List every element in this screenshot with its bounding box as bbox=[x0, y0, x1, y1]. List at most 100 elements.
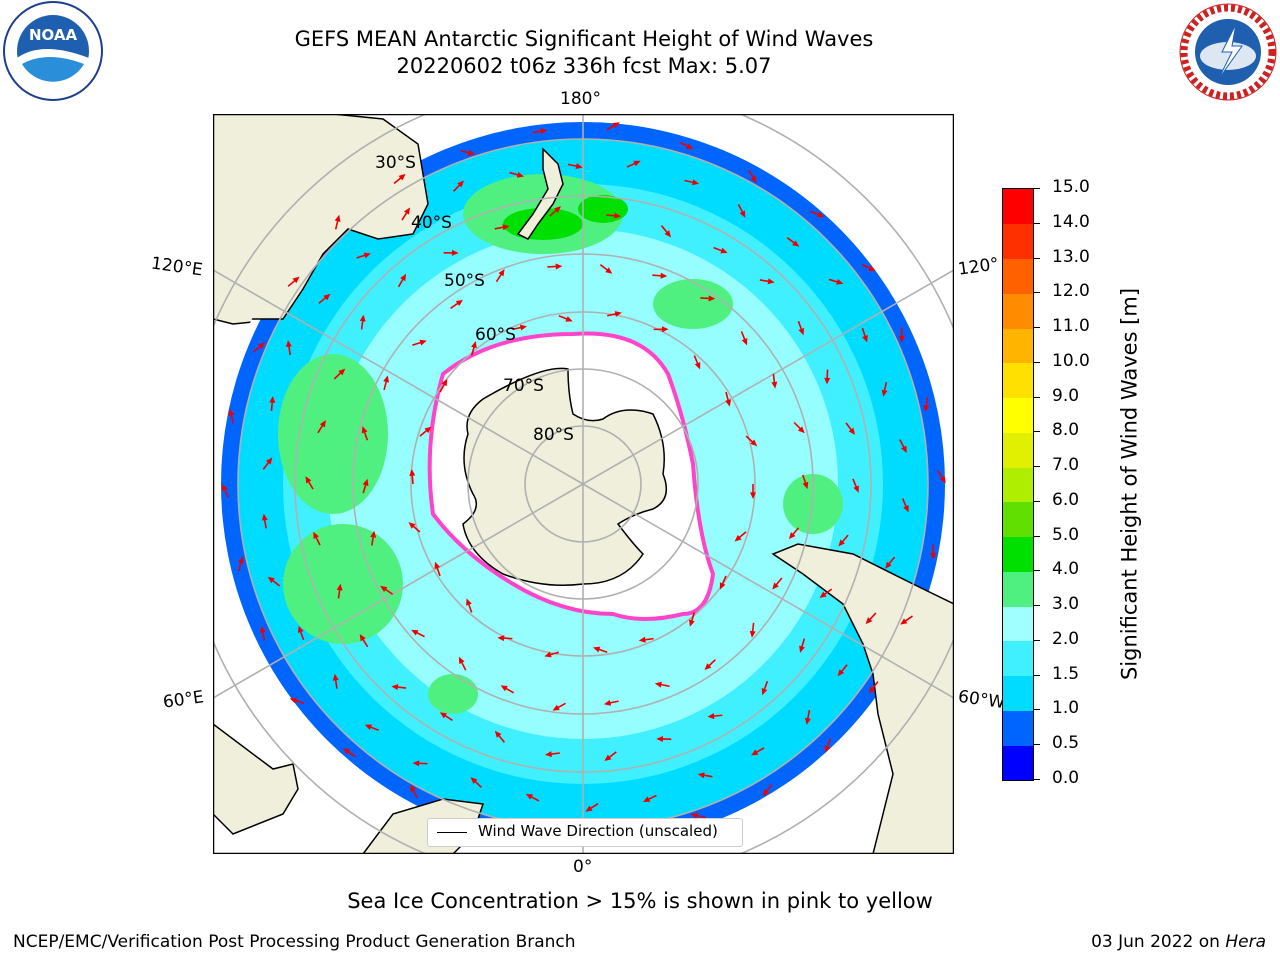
wave-arrow-head bbox=[544, 751, 552, 758]
colorbar-segment bbox=[1003, 536, 1033, 572]
lon-label-60w: 60°W bbox=[956, 686, 1007, 714]
colorbar-tick-mark bbox=[1034, 570, 1040, 572]
wave-arrow-head bbox=[555, 263, 563, 270]
wave-arrow-head bbox=[923, 405, 930, 413]
wave-arrow-head bbox=[334, 214, 341, 222]
wave-arrow-head bbox=[704, 663, 712, 670]
colorbar-segment bbox=[1003, 432, 1033, 468]
wave-arrow-head bbox=[424, 426, 432, 434]
colorbar-tick-label: 1.5 bbox=[1052, 663, 1080, 684]
wave-arrow-head bbox=[868, 265, 876, 272]
colorbar-label: Significant Height of Wind Waves [m] bbox=[1117, 287, 1142, 681]
wave-arrow-head bbox=[451, 249, 459, 256]
wave-arrow-head bbox=[497, 635, 505, 642]
wave-arrow-head bbox=[604, 754, 612, 762]
wave-arrow-head bbox=[694, 362, 701, 370]
wave-arrow-head bbox=[238, 556, 244, 564]
wave-arrow-head bbox=[265, 457, 273, 465]
wave-arrow-head bbox=[642, 796, 651, 803]
colorbar-tick-label: 0.0 bbox=[1052, 768, 1080, 788]
wave-arrow-head bbox=[836, 278, 844, 285]
wave-arrow-head bbox=[516, 171, 524, 178]
wave-arrow-head bbox=[900, 618, 908, 625]
colorbar-tick-label: 12.0 bbox=[1052, 281, 1090, 302]
colorbar-tick-mark bbox=[1034, 222, 1040, 224]
colorbar-tick-mark bbox=[1034, 500, 1040, 502]
wave-arrow-head bbox=[228, 408, 235, 416]
wave-arrow-head bbox=[707, 713, 715, 720]
colorbar-segment bbox=[1003, 467, 1033, 503]
wave-arrow-head bbox=[862, 335, 868, 343]
wave-arrow-head bbox=[824, 745, 831, 753]
colorbar-tick-label: 4.0 bbox=[1052, 559, 1080, 580]
wave-arrow-head bbox=[750, 175, 757, 183]
wave-arrow-head bbox=[614, 311, 622, 317]
colorbar-tick-label: 14.0 bbox=[1052, 211, 1090, 232]
colorbar-tick-mark bbox=[1034, 466, 1040, 468]
lon-label-120e: 120°E bbox=[149, 253, 204, 281]
colorbar-tick-label: 13.0 bbox=[1052, 246, 1090, 267]
wave-arrow-head bbox=[633, 160, 641, 167]
wave-arrow-head bbox=[364, 724, 373, 730]
colorbar-tick-mark bbox=[1034, 744, 1040, 746]
wave-arrow-head bbox=[656, 736, 663, 742]
lat-label-60s: 60°S bbox=[475, 325, 516, 345]
wave-arrow-head bbox=[750, 439, 758, 447]
colorbar-tick-label: 9.0 bbox=[1052, 385, 1080, 406]
colorbar-tick-mark bbox=[1034, 535, 1040, 537]
wave-arrow-head bbox=[338, 368, 346, 376]
wave-arrow-head bbox=[540, 128, 548, 135]
wave-arrow-head bbox=[502, 224, 510, 231]
wave-arrow-head bbox=[898, 335, 905, 343]
wave-arrow-head bbox=[471, 341, 477, 349]
wave-arrow-head bbox=[466, 598, 472, 606]
wave-arrow-head bbox=[494, 730, 502, 738]
wave-arrow-head bbox=[343, 748, 351, 755]
wave-arrow-head bbox=[603, 699, 612, 706]
wave-arrow-head bbox=[398, 173, 406, 181]
wave-arrow-head bbox=[292, 276, 300, 284]
colorbar-tick-mark bbox=[1034, 257, 1040, 259]
wave-arrow-head bbox=[336, 583, 343, 591]
wave-arrow-head bbox=[313, 531, 319, 540]
wave-arrow-head bbox=[605, 267, 613, 274]
colorbar-tick-mark bbox=[1034, 709, 1040, 711]
wave-arrow-head bbox=[222, 483, 228, 492]
wave-arrow-head bbox=[500, 685, 508, 692]
wave-arrow-head bbox=[817, 211, 825, 218]
wave-arrow-head bbox=[403, 207, 411, 215]
colorbar-tick-mark bbox=[1034, 188, 1040, 189]
colorbar-segment bbox=[1003, 640, 1033, 677]
colorbar-segment bbox=[1003, 745, 1033, 781]
wave-arrow-head bbox=[411, 629, 419, 636]
colorbar-segment bbox=[1003, 293, 1033, 329]
wave-arrow-head bbox=[470, 777, 478, 784]
chart-subtitle: 20220602 t06z 336h fcst Max: 5.07 bbox=[396, 54, 772, 78]
wave-arrow-head bbox=[257, 342, 265, 349]
colorbar-segment bbox=[1003, 223, 1033, 259]
wave-arrow-head bbox=[380, 585, 388, 593]
footer-branch: NCEP/EMC/Verification Post Processing Pr… bbox=[13, 932, 576, 952]
colorbar-segment bbox=[1003, 258, 1033, 294]
wave-arrow-head bbox=[439, 712, 448, 719]
polar-map-canvas: 30°S 40°S 50°S 60°S 70°S 80°S bbox=[213, 114, 954, 854]
colorbar-tick-label: 1.0 bbox=[1052, 698, 1080, 719]
colorbar-segment bbox=[1003, 397, 1033, 433]
colorbar-tick-label: 2.0 bbox=[1052, 628, 1080, 649]
colorbar-tick-label: 8.0 bbox=[1052, 420, 1080, 441]
wave-arrow-head bbox=[612, 122, 620, 129]
wave-arrow-head bbox=[286, 340, 292, 348]
colorbar-tick-label: 6.0 bbox=[1052, 489, 1080, 510]
noaa-logo-text: NOAA bbox=[29, 26, 78, 44]
colorbar-tick-mark bbox=[1034, 605, 1040, 607]
wave-arrow-head bbox=[720, 247, 728, 254]
wave-arrow-head bbox=[819, 591, 827, 598]
legend-label: Wind Wave Direction (unscaled) bbox=[478, 822, 718, 840]
lat-label-40s: 40°S bbox=[411, 213, 452, 233]
colorbar-tick-label: 3.0 bbox=[1052, 594, 1080, 615]
wave-arrow-head bbox=[750, 492, 756, 499]
wave-arrow-head bbox=[930, 552, 937, 560]
colorbar-tick-label: 7.0 bbox=[1052, 455, 1080, 476]
wave-arrow-head bbox=[654, 681, 662, 688]
wave-arrow-head bbox=[362, 478, 369, 487]
